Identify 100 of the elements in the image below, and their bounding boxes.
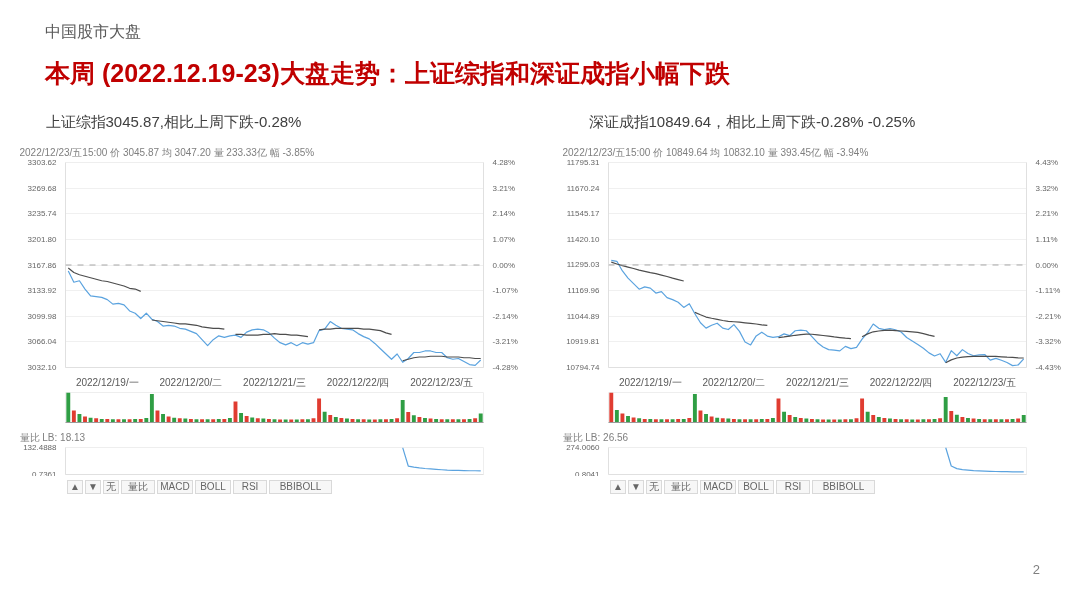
text: MACD — [160, 481, 190, 493]
bar — [904, 419, 909, 423]
bar — [1005, 419, 1009, 423]
bar — [720, 418, 725, 423]
bar — [400, 400, 405, 423]
y-tick-label: 3201.80 — [27, 234, 58, 244]
bar — [871, 415, 876, 423]
bar — [665, 419, 669, 423]
x-tick-label: 2022/12/19/一 — [75, 376, 139, 388]
bar — [876, 417, 881, 423]
bar — [66, 392, 71, 423]
y-tick-label: 0.8041 — [575, 469, 601, 479]
bar — [982, 419, 987, 423]
bar — [333, 417, 338, 423]
text: 无 — [106, 481, 116, 493]
bar — [782, 411, 787, 423]
bar — [748, 419, 753, 423]
bar — [239, 412, 244, 423]
bar — [614, 409, 619, 423]
y2-tick-label: -3.32% — [1035, 337, 1061, 347]
y2-tick-label: 4.28% — [492, 158, 516, 167]
x-tick-label: 2022/12/23/五 — [410, 376, 474, 388]
bar — [653, 419, 658, 423]
bar — [843, 419, 848, 423]
bar — [787, 415, 792, 423]
bar — [110, 419, 115, 423]
bar — [211, 419, 216, 423]
bar — [149, 394, 154, 423]
y-tick-label: 132.4888 — [23, 443, 58, 452]
bar — [993, 419, 998, 423]
y-tick-label: 3303.62 — [27, 158, 58, 167]
bar — [960, 417, 965, 423]
bar — [406, 412, 411, 423]
bar — [462, 419, 466, 423]
bar — [122, 419, 126, 423]
bar — [322, 411, 327, 423]
bar — [450, 419, 455, 423]
x-tick-label: 2022/12/22/四 — [869, 376, 933, 388]
y-tick-label: 3099.98 — [27, 311, 58, 321]
x-tick-label: 2022/12/22/四 — [326, 376, 390, 388]
bar — [609, 392, 614, 423]
bar — [177, 418, 182, 423]
bar — [305, 419, 310, 423]
y-tick-label: 11670.24 — [566, 183, 601, 193]
chart-subtitle: 2022/12/23/五15:00 价 3045.87 均 3047.20 量 233.33亿 幅 -3.85% — [19, 146, 315, 158]
bar — [999, 419, 1004, 423]
x-tick-label: 2022/12/20/二 — [702, 376, 766, 388]
bar — [848, 419, 853, 423]
text: 量比 — [128, 481, 148, 493]
text: BBIBOLL — [822, 481, 865, 493]
bar — [317, 398, 322, 423]
y2-tick-label: -3.21% — [492, 337, 518, 347]
bar — [116, 419, 121, 423]
bar — [417, 417, 422, 423]
line-series — [945, 447, 1025, 473]
y-tick-label: 11295.03 — [566, 260, 601, 270]
text: ▼ — [631, 481, 641, 493]
y-tick-label: 3235.74 — [27, 209, 58, 219]
text: 无 — [649, 481, 659, 493]
bar — [620, 413, 625, 423]
y-tick-label: 0.7361 — [32, 469, 58, 479]
y-tick-label: 274.0060 — [566, 443, 601, 452]
bar — [445, 419, 450, 423]
y2-tick-label: 1.11% — [1035, 234, 1058, 244]
y-tick-label: 3269.68 — [27, 183, 58, 193]
text: ▲ — [613, 481, 623, 493]
chart-title: 深证成指10849.64，相比上周下跌-0.28% -0.25% — [588, 112, 916, 130]
x-tick-label: 2022/12/21/三 — [786, 376, 849, 388]
y2-tick-label: -2.14% — [492, 311, 518, 321]
bar — [988, 419, 993, 423]
y-tick-label: 11420.10 — [566, 234, 601, 244]
y-tick-label: 3133.92 — [27, 286, 58, 296]
y2-tick-label: 0.00% — [1035, 260, 1059, 270]
y2-tick-label: -1.07% — [492, 286, 518, 296]
bar — [631, 417, 636, 423]
bar — [921, 419, 926, 423]
bar — [94, 418, 99, 423]
text: 量比 — [671, 481, 691, 493]
x-tick-label: 2022/12/21/三 — [243, 376, 306, 388]
y2-tick-label: 4.43% — [1035, 158, 1059, 167]
y2-tick-label: 2.14% — [492, 209, 516, 219]
bar — [670, 419, 675, 423]
y2-tick-label: 3.21% — [492, 183, 516, 193]
bar — [77, 414, 82, 423]
y-tick-label: 10794.74 — [566, 363, 601, 372]
bar — [244, 415, 249, 423]
bar — [356, 419, 361, 423]
bar — [255, 418, 260, 423]
y2-tick-label: 3.32% — [1035, 183, 1059, 193]
y-tick-label: 3032.10 — [27, 363, 58, 372]
bar — [200, 419, 204, 423]
chart-title: 量比 LB: 18.13 — [19, 431, 86, 443]
bar — [954, 414, 959, 423]
chart-subtitle: 2022/12/23/五15:00 价 10849.64 均 10832.10 量 393.45亿 幅 -3.94% — [562, 146, 869, 158]
y2-tick-label: -4.43% — [1035, 363, 1061, 372]
bar — [1021, 415, 1026, 423]
text: BOLL — [200, 481, 226, 493]
bar — [250, 417, 255, 423]
bar — [71, 410, 76, 423]
bar — [439, 419, 444, 423]
